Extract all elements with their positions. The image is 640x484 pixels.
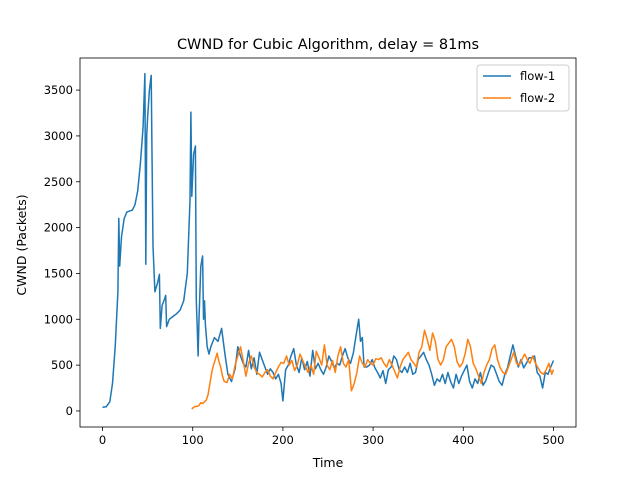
y-tick-label: 3500: [44, 83, 73, 97]
y-tick-label: 2000: [44, 221, 73, 235]
y-tick-label: 0: [66, 404, 73, 418]
legend-label-flow-1: flow-1: [520, 69, 555, 83]
series-line-flow-1: [102, 72, 555, 409]
y-tick-label: 2500: [44, 175, 73, 189]
y-tick-label: 1000: [44, 312, 73, 326]
plot-area: 0 100 200 300 400 500 0 500 1000 1500 2000 2500 3000…: [44, 57, 577, 447]
legend-label-flow-2: flow-2: [520, 91, 555, 105]
x-tick-label: 100: [182, 433, 204, 447]
x-tick-label: 400: [452, 433, 474, 447]
y-tick-label: 3000: [44, 129, 73, 143]
y-axis-label: CWND (Packets): [14, 194, 29, 295]
x-axis-label: Time: [312, 455, 344, 470]
x-tick-label: 500: [542, 433, 564, 447]
y-tick-label: 1500: [44, 266, 73, 280]
y-tick-label: 500: [51, 358, 73, 372]
x-tick-label: 300: [362, 433, 384, 447]
chart-title: CWND for Cubic Algorithm, delay = 81ms: [177, 37, 479, 53]
series-line-flow-2: [191, 329, 555, 410]
legend: flow-1 flow-2: [476, 64, 570, 112]
x-tick-label: 0: [99, 433, 106, 447]
x-tick-label: 200: [272, 433, 294, 447]
axes-frame: [79, 57, 577, 428]
